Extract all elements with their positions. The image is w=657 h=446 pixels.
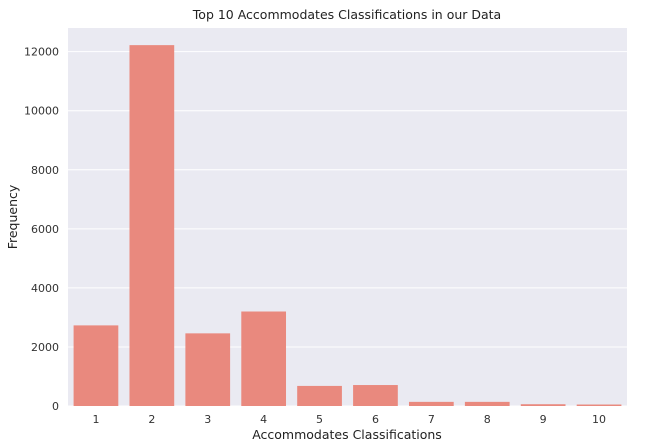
bar-10 [576,404,622,406]
y-tick-label: 4000 [31,282,59,295]
x-axis-title: Accommodates Classifications [252,427,442,442]
bar-9 [520,404,566,406]
x-tick-label: 5 [316,413,323,426]
x-tick-label: 3 [204,413,211,426]
bar-4 [241,311,287,406]
x-tick-label: 7 [428,413,435,426]
x-tick-label: 1 [92,413,99,426]
x-tick-label: 10 [592,413,606,426]
bar-2 [129,45,175,407]
bars [73,45,622,407]
bar-3 [185,333,231,406]
y-tick-label: 10000 [24,105,59,118]
bar-8 [464,401,510,406]
x-tick-label: 2 [148,413,155,426]
x-axis-ticks: 1 2 3 4 5 6 7 8 9 10 [92,413,606,426]
x-tick-label: 8 [484,413,491,426]
y-tick-label: 12000 [24,46,59,59]
x-tick-label: 6 [372,413,379,426]
y-tick-label: 2000 [31,341,59,354]
bar-1 [73,325,119,406]
bar-7 [408,401,454,406]
y-tick-label: 6000 [31,223,59,236]
chart-title: Top 10 Accommodates Classifications in o… [192,7,501,22]
bar-5 [297,385,342,406]
y-tick-label: 0 [52,400,59,413]
y-axis-ticks: 0 2000 4000 6000 8000 10000 12000 [24,46,59,413]
y-axis-title: Frequency [5,184,20,249]
y-tick-label: 8000 [31,164,59,177]
x-tick-label: 9 [540,413,547,426]
x-tick-label: 4 [260,413,267,426]
bar-6 [353,385,398,406]
